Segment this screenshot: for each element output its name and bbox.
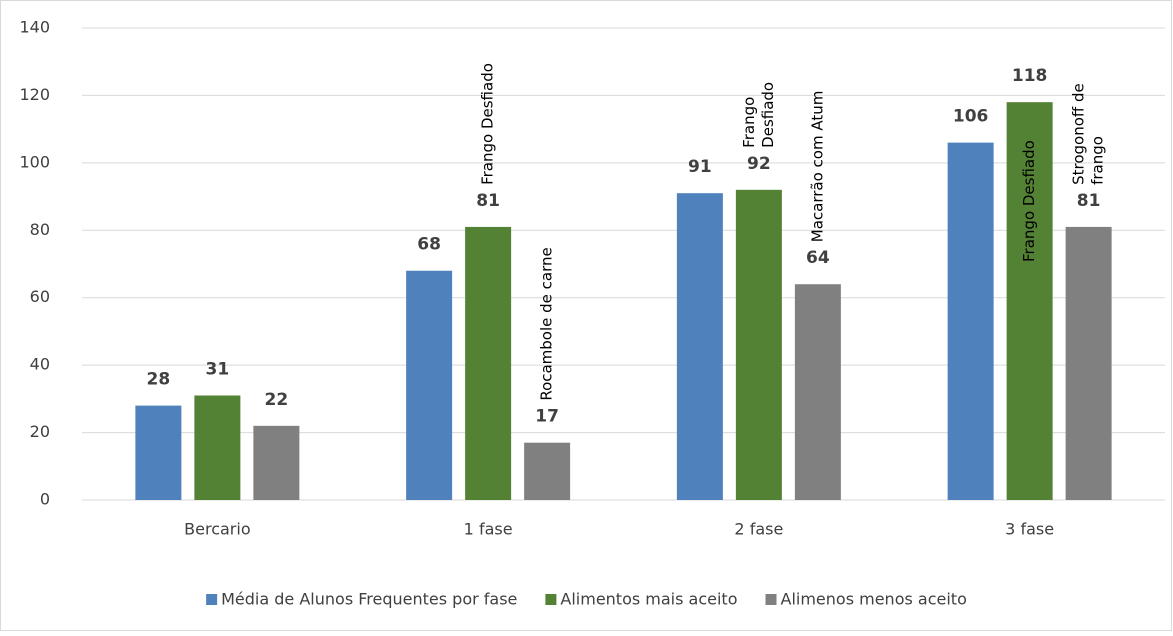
bar xyxy=(194,395,241,500)
data-label: 92 xyxy=(747,154,771,174)
data-label: 17 xyxy=(535,407,559,427)
data-label: 68 xyxy=(417,235,441,255)
bar-note: Frango xyxy=(740,97,758,148)
x-tick-label: 1 fase xyxy=(464,520,513,539)
bar xyxy=(794,284,841,500)
legend-swatch xyxy=(545,594,557,605)
legend-swatch xyxy=(765,594,777,605)
bar xyxy=(676,193,723,500)
x-tick-label: 2 fase xyxy=(734,520,783,539)
y-tick-label: 100 xyxy=(19,152,50,171)
data-label: 118 xyxy=(1012,66,1048,86)
legend-label: Alimenos menos aceito xyxy=(781,590,967,609)
x-tick-label: Bercario xyxy=(184,520,250,539)
y-tick-label: 20 xyxy=(30,422,50,441)
data-label: 91 xyxy=(688,157,712,177)
data-label: 31 xyxy=(206,359,230,379)
y-tick-label: 140 xyxy=(19,18,50,37)
legend-label: Alimentos mais aceito xyxy=(560,590,737,609)
data-label: 64 xyxy=(806,248,830,268)
bar-note: Strogonoff de xyxy=(1070,83,1088,185)
bar xyxy=(253,425,300,500)
y-tick-label: 80 xyxy=(30,220,50,239)
data-label: 81 xyxy=(1077,191,1101,211)
bar-note: Rocambole de carne xyxy=(538,247,556,400)
bar-note: frango xyxy=(1089,136,1107,185)
data-label: 81 xyxy=(476,191,500,211)
data-label: 106 xyxy=(953,107,989,127)
bar xyxy=(1065,226,1112,500)
y-tick-label: 40 xyxy=(30,355,50,374)
data-label: 22 xyxy=(265,390,289,410)
legend-swatch xyxy=(206,594,218,605)
legend-label: Média de Alunos Frequentes por fase xyxy=(221,590,517,609)
bar xyxy=(735,189,782,501)
bar xyxy=(406,270,453,500)
bar-note: Frango Desfiado xyxy=(479,63,497,185)
bar xyxy=(135,405,182,500)
bar xyxy=(947,142,994,500)
bar xyxy=(1006,102,1053,501)
y-tick-label: 120 xyxy=(19,85,50,104)
bar-note: Frango Desfiado xyxy=(1020,140,1038,262)
bar xyxy=(465,226,512,500)
x-tick-label: 3 fase xyxy=(1005,520,1054,539)
y-tick-label: 60 xyxy=(30,287,50,306)
bar xyxy=(524,442,571,500)
bar-note: Macarrão com Atum xyxy=(808,91,826,243)
data-label: 28 xyxy=(147,370,171,390)
y-tick-label: 0 xyxy=(40,490,50,509)
bar-note: Desfiado xyxy=(759,82,777,148)
